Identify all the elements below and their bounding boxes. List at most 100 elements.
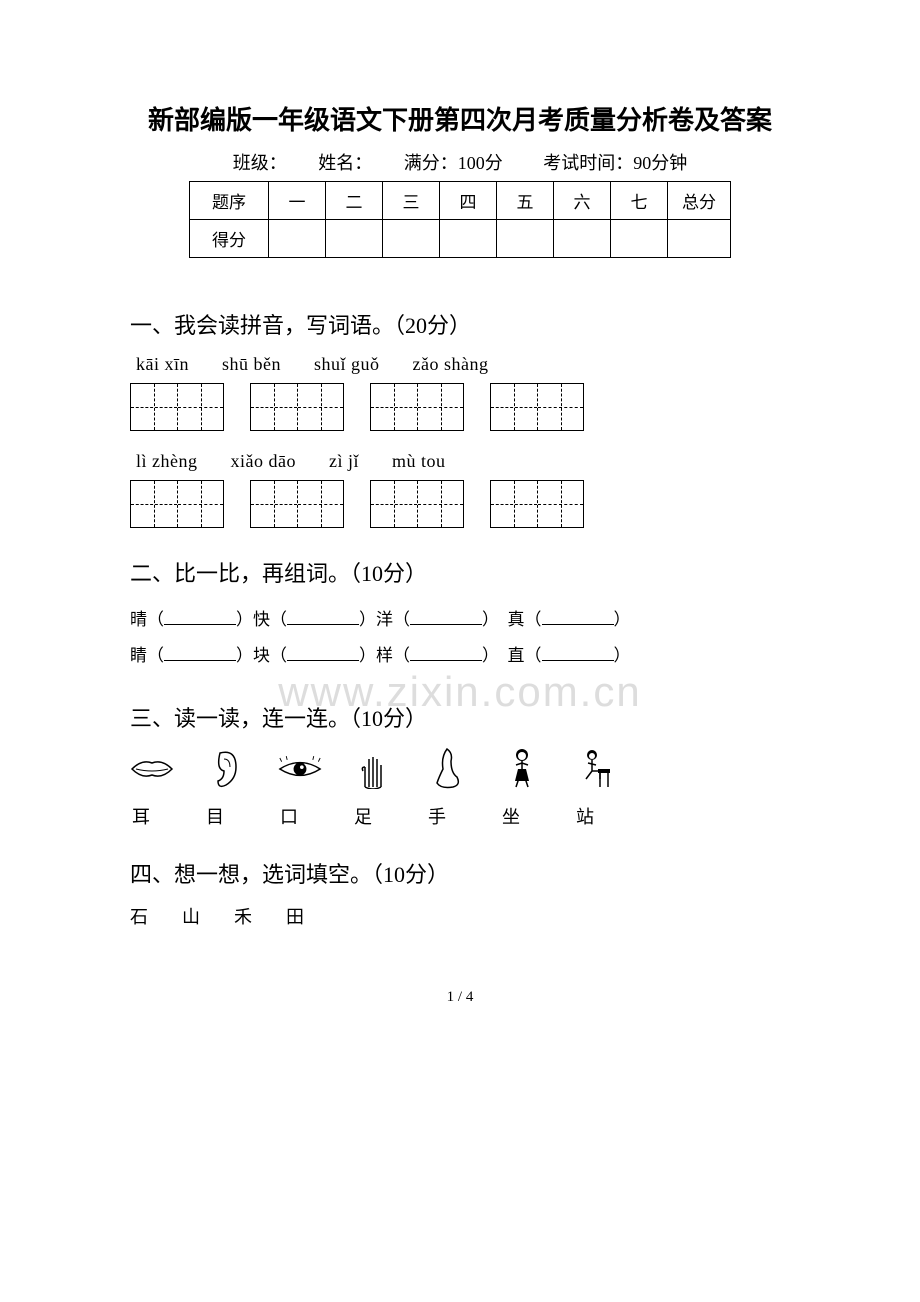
pinyin-word: xiǎo dāo [230,451,295,472]
mouth-icon [130,749,174,789]
tian-box [297,384,343,430]
q4-words: 石 山 禾 田 [130,903,790,929]
tian-box [251,481,297,527]
q3-char: 耳 [132,803,176,829]
blank [287,643,359,661]
th-2: 二 [326,182,383,220]
tian-box [131,384,177,430]
q2-seg: ） [614,646,631,665]
tian-pair [490,480,584,528]
tian-pair [250,480,344,528]
tian-pair [370,383,464,431]
td-empty [326,220,383,258]
th-4: 四 [440,182,497,220]
tian-box [177,384,223,430]
name-label: 姓名： [318,153,363,173]
td-empty [383,220,440,258]
tian-box [371,481,417,527]
tian-box [417,384,463,430]
pinyin-word: zǎo shàng [413,354,489,375]
q2-seg: ） [614,610,631,629]
pinyin-word: lì zhèng [136,451,197,472]
th-6: 六 [554,182,611,220]
hand-icon [352,749,396,789]
blank [287,607,359,625]
tian-box [177,481,223,527]
td-score-label: 得分 [190,220,269,258]
td-empty [668,220,731,258]
td-empty [497,220,554,258]
pinyin-word: zì jǐ [329,451,359,472]
q2-seg: ）快（ [236,610,287,629]
page-title: 新部编版一年级语文下册第四次月考质量分析卷及答案 [130,100,790,137]
tian-box [491,384,537,430]
q4-heading: 四、想一想，选词填空。（10分） [130,857,790,889]
pinyin-word: kāi xīn [136,354,189,375]
blank [164,643,236,661]
q2-line1: 晴（）快（）洋（） 真（） [130,602,790,638]
blank [542,607,614,625]
full-score-label: 满分：100分 [404,153,503,173]
tian-pair [250,383,344,431]
q2-seg: ） 直（ [482,646,542,665]
q2-seg: ）块（ [236,646,287,665]
tian-box [251,384,297,430]
td-empty [611,220,668,258]
eye-icon [278,749,322,789]
th-total: 总分 [668,182,731,220]
q2-seg: ）样（ [359,646,410,665]
foot-icon [426,749,470,789]
q2-seg: ） 真（ [482,610,542,629]
q3-char: 足 [354,803,398,829]
blank [410,643,482,661]
table-row: 题序 一 二 三 四 五 六 七 总分 [190,182,731,220]
girl-standing-icon [500,749,544,789]
child-sitting-icon [574,749,618,789]
q3-heading: 三、读一读，连一连。（10分） [130,701,790,733]
q2-seg: ）洋（ [359,610,410,629]
tian-box [491,481,537,527]
q3-char: 站 [576,803,620,829]
tian-box [417,481,463,527]
blank [542,643,614,661]
class-label: 班级： [233,153,278,173]
th-7: 七 [611,182,668,220]
td-empty [269,220,326,258]
meta-line: 班级： 姓名： 满分：100分 考试时间：90分钟 [130,149,790,175]
time-label: 考试时间：90分钟 [543,153,687,173]
q3-icons [130,749,790,789]
td-empty [554,220,611,258]
td-empty [440,220,497,258]
q3-chars: 耳 目 口 足 手 坐 站 [132,803,790,829]
th-3: 三 [383,182,440,220]
q3-char: 口 [280,803,324,829]
q2-line2: 睛（ ）块（ ）样（ ） 直（ ） [130,638,790,674]
q2-seg: 睛（ [130,646,164,665]
th-5: 五 [497,182,554,220]
tian-pair [490,383,584,431]
blank [410,607,482,625]
q1-boxes-row2 [130,480,790,528]
q3-char: 目 [206,803,250,829]
tian-box [537,481,583,527]
tian-pair [130,383,224,431]
tian-box [537,384,583,430]
q1-boxes-row1 [130,383,790,431]
th-seq: 题序 [190,182,269,220]
pinyin-word: mù tou [392,451,446,472]
ear-icon [204,749,248,789]
tian-pair [370,480,464,528]
q1-heading: 一、我会读拼音，写词语。（20分） [130,308,790,340]
tian-pair [130,480,224,528]
q1-pinyin-row2: lì zhèng xiǎo dāo zì jǐ mù tou [136,451,790,472]
pinyin-word: shū běn [222,354,281,375]
q1-pinyin-row1: kāi xīn shū běn shuǐ guǒ zǎo shàng [136,354,790,375]
table-row: 得分 [190,220,731,258]
blank [164,607,236,625]
score-table: 题序 一 二 三 四 五 六 七 总分 得分 [189,181,731,258]
th-1: 一 [269,182,326,220]
pinyin-word: shuǐ guǒ [314,354,380,375]
tian-box [297,481,343,527]
tian-box [371,384,417,430]
q2-heading: 二、比一比，再组词。（10分） [130,556,790,588]
